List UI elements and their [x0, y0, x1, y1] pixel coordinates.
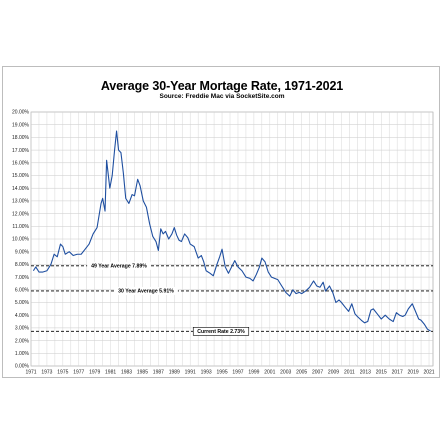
y-tick-label: 19.00% — [12, 122, 30, 128]
x-tick-label: 2019 — [408, 370, 419, 376]
y-tick-label: 20.00% — [12, 110, 30, 116]
x-tick-label: 1981 — [105, 370, 116, 376]
y-tick-label: 1.00% — [15, 351, 30, 357]
x-tick-label: 2003 — [280, 370, 291, 376]
x-tick-label: 1997 — [232, 370, 243, 376]
reference-label-box — [192, 327, 250, 336]
x-tick-label: 2011 — [344, 370, 355, 376]
reference-label: 30 Year Average 5.91% — [118, 289, 174, 295]
y-tick-label: 8.00% — [15, 262, 30, 268]
y-tick-label: 13.00% — [12, 199, 30, 205]
reference-label-box — [114, 286, 178, 295]
x-tick-label: 1999 — [248, 370, 259, 376]
x-tick-label: 1993 — [201, 370, 212, 376]
chart-title: Average 30-Year Mortage Rate, 1971-2021 — [100, 79, 344, 93]
y-tick-label: 4.00% — [15, 313, 30, 319]
y-tick-label: 15.00% — [12, 173, 30, 179]
y-tick-label: 18.00% — [12, 135, 30, 141]
series-layer — [32, 130, 431, 332]
chart-subtitle: Source: Freddie Mac via SocketSite.com — [159, 93, 285, 100]
y-tick-label: 2.00% — [15, 338, 30, 344]
x-tick-label: 1977 — [73, 370, 84, 376]
x-tick-label: 1989 — [169, 370, 180, 376]
x-tick-label: 2015 — [376, 370, 387, 376]
y-tick-label: 16.00% — [12, 161, 30, 167]
x-tick-label: 1979 — [89, 370, 100, 376]
y-tick-label: 9.00% — [15, 249, 30, 255]
y-tick-label: 17.00% — [12, 148, 30, 154]
y-tick-label: 5.00% — [15, 300, 30, 306]
reference-label-box — [87, 261, 151, 270]
x-tick-label: 1973 — [41, 370, 52, 376]
x-tick-label: 1971 — [25, 370, 36, 376]
x-tick-label: 2017 — [392, 370, 403, 376]
grid-lines — [30, 111, 433, 367]
y-axis-ticks: 0.00% 1.00% 2.00% 3.00% 4.00% 5.00% 6.00% 7.00%… — [12, 110, 30, 370]
reference-label: Current Rate 2.73% — [197, 329, 245, 335]
x-tick-label: 1983 — [121, 370, 132, 376]
y-tick-label: 12.00% — [12, 211, 30, 217]
x-tick-label: 1991 — [185, 370, 196, 376]
x-tick-label: 1975 — [57, 370, 68, 376]
y-tick-label: 3.00% — [15, 326, 30, 332]
y-tick-label: 14.00% — [12, 186, 30, 192]
x-tick-label: 1985 — [137, 370, 148, 376]
x-tick-label: 2007 — [312, 370, 323, 376]
y-tick-label: 7.00% — [15, 275, 30, 281]
x-axis-ticks: 1971 1973 1975 1977 1979 1981 1983 1985 1987 1989… — [25, 370, 434, 376]
y-tick-label: 6.00% — [15, 288, 30, 294]
x-tick-label: 2021 — [423, 370, 434, 376]
y-tick-label: 0.00% — [15, 364, 30, 370]
rate-series-line — [32, 130, 431, 332]
x-tick-label: 1995 — [216, 370, 227, 376]
reference-label: 49 Year Average 7.89% — [91, 264, 147, 270]
x-tick-label: 1987 — [153, 370, 164, 376]
x-tick-label: 2005 — [296, 370, 307, 376]
x-tick-label: 2013 — [360, 370, 371, 376]
x-tick-label: 2009 — [328, 370, 339, 376]
y-tick-label: 10.00% — [12, 237, 30, 243]
y-tick-label: 11.00% — [12, 224, 29, 230]
x-tick-label: 2001 — [264, 370, 275, 376]
